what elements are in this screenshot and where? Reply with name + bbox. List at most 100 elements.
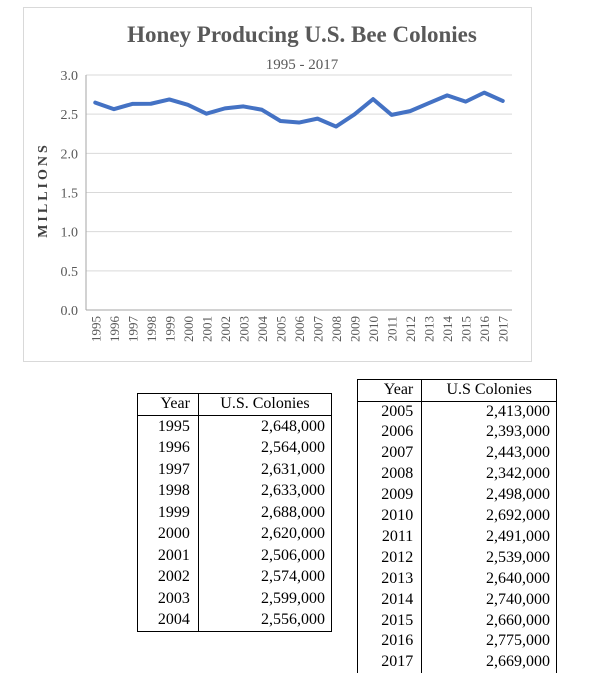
year-cell: 2014 bbox=[357, 589, 423, 611]
x-tick-label: 1995 bbox=[88, 316, 103, 342]
table-row: 1997 2,631,000 bbox=[137, 458, 332, 480]
x-tick-label: 1997 bbox=[125, 316, 140, 343]
table-row: 2007 2,443,000 bbox=[357, 443, 557, 465]
colonies-cell: 2,539,000 bbox=[486, 548, 550, 566]
x-tick-label: 1998 bbox=[144, 316, 159, 342]
x-tick-label: 1996 bbox=[107, 316, 122, 343]
year-cell: 2003 bbox=[137, 587, 199, 609]
y-tick-label: 2.0 bbox=[61, 147, 79, 162]
table-row: 2010 2,692,000 bbox=[357, 506, 557, 527]
table-row: 1996 2,564,000 bbox=[137, 437, 332, 459]
year-cell: 1997 bbox=[137, 458, 199, 480]
colonies-cell: 2,599,000 bbox=[261, 589, 325, 607]
table-row: 2004 2,556,000 bbox=[137, 609, 332, 631]
x-tick-label: 2002 bbox=[218, 316, 233, 342]
header-colonies: U.S. Colonies bbox=[198, 393, 332, 416]
colonies-cell: 2,413,000 bbox=[486, 402, 550, 420]
table-row: 1998 2,633,000 bbox=[137, 480, 332, 502]
colonies-table-1995-2004: Year U.S. Colonies 1995 2,648,000 1996 2,56… bbox=[137, 393, 332, 632]
y-tick-label: 0.0 bbox=[61, 304, 79, 319]
x-tick-label: 2000 bbox=[181, 316, 196, 342]
table-row: 2013 2,640,000 bbox=[357, 568, 557, 590]
table-row: 2003 2,599,000 bbox=[137, 587, 332, 609]
year-cell: 2017 bbox=[357, 652, 423, 674]
colonies-cell: 2,564,000 bbox=[261, 439, 325, 456]
table-row: 1999 2,688,000 bbox=[137, 501, 332, 523]
year-cell: 2006 bbox=[357, 422, 423, 444]
colonies-cell: 2,775,000 bbox=[486, 632, 550, 650]
year-cell: 1999 bbox=[137, 501, 199, 523]
colonies-cell: 2,640,000 bbox=[486, 569, 550, 587]
year-cell: 2009 bbox=[357, 485, 423, 507]
x-tick-label: 2004 bbox=[255, 316, 270, 343]
year-cell: 2007 bbox=[357, 443, 423, 465]
x-tick-label: 2015 bbox=[459, 316, 474, 342]
x-tick-label: 1999 bbox=[162, 316, 177, 342]
year-cell: 2013 bbox=[357, 568, 423, 590]
table-row: 2009 2,498,000 bbox=[357, 485, 557, 507]
y-axis-label: MILLIONS bbox=[36, 142, 51, 238]
year-cell: 1998 bbox=[137, 480, 199, 502]
colonies-cell: 2,660,000 bbox=[486, 611, 550, 629]
x-tick-label: 2003 bbox=[236, 316, 251, 342]
table-row: 2002 2,574,000 bbox=[137, 566, 332, 588]
colonies-cell: 2,393,000 bbox=[486, 423, 550, 441]
year-cell: 2015 bbox=[357, 610, 423, 632]
year-cell: 1996 bbox=[137, 437, 199, 459]
colonies-cell: 2,574,000 bbox=[261, 568, 325, 585]
y-tick-label: 0.5 bbox=[61, 265, 79, 280]
year-cell: 1995 bbox=[137, 415, 199, 437]
table-row: 2017 2,669,000 bbox=[357, 652, 557, 674]
x-tick-label: 2008 bbox=[329, 316, 344, 342]
colonies-cell: 2,692,000 bbox=[486, 507, 550, 525]
colonies-cell: 2,620,000 bbox=[261, 525, 325, 542]
x-tick-label: 2012 bbox=[403, 316, 418, 342]
year-cell: 2008 bbox=[357, 464, 423, 486]
colonies-cell: 2,740,000 bbox=[486, 590, 550, 608]
x-tick-label: 2011 bbox=[385, 316, 400, 342]
y-tick-label: 1.5 bbox=[61, 187, 79, 202]
year-cell: 2011 bbox=[357, 526, 423, 548]
table-row: 2015 2,660,000 bbox=[357, 610, 557, 632]
year-cell: 2000 bbox=[137, 523, 199, 545]
colonies-cell: 2,648,000 bbox=[261, 417, 325, 435]
year-cell: 2016 bbox=[357, 631, 423, 653]
x-tick-label: 2007 bbox=[311, 316, 326, 343]
colonies-cell: 2,556,000 bbox=[261, 611, 325, 628]
colonies-cell: 2,342,000 bbox=[486, 465, 550, 483]
x-tick-label: 2001 bbox=[199, 316, 214, 342]
colonies-cell: 2,633,000 bbox=[261, 482, 325, 499]
colonies-cell: 2,498,000 bbox=[486, 486, 550, 504]
year-cell: 2005 bbox=[357, 401, 423, 423]
table-row: 2006 2,393,000 bbox=[357, 422, 557, 444]
table-row: 2016 2,775,000 bbox=[357, 631, 557, 653]
line-chart: Honey Producing U.S. Bee Colonies 1995 -… bbox=[36, 22, 512, 343]
year-cell: 2001 bbox=[137, 544, 199, 566]
x-tick-label: 2010 bbox=[366, 316, 381, 342]
year-cell: 2002 bbox=[137, 566, 199, 588]
table-row: 1995 2,648,000 bbox=[137, 415, 332, 437]
colonies-cell: 2,688,000 bbox=[261, 503, 325, 521]
x-tick-label: 2016 bbox=[477, 316, 492, 343]
header-year: Year bbox=[357, 379, 423, 402]
x-tick-label: 2006 bbox=[292, 316, 307, 343]
table-row: 2005 2,413,000 bbox=[357, 401, 557, 423]
x-tick-label: 2005 bbox=[273, 316, 288, 342]
series-line bbox=[93, 90, 505, 129]
table-row: 2011 2,491,000 bbox=[357, 526, 557, 548]
colonies-cell: 2,443,000 bbox=[486, 444, 550, 462]
y-tick-label: 1.0 bbox=[61, 226, 79, 241]
colonies-table-2005-2017: Year U.S Colonies 2005 2,413,000 2006 2,393… bbox=[357, 379, 557, 674]
chart-frame bbox=[23, 7, 532, 362]
colonies-cell: 2,669,000 bbox=[486, 653, 550, 671]
header-year: Year bbox=[137, 393, 199, 416]
chart-title: Honey Producing U.S. Bee Colonies bbox=[127, 22, 477, 47]
colonies-cell: 2,506,000 bbox=[261, 546, 325, 564]
table-row: 2000 2,620,000 bbox=[137, 523, 332, 545]
colonies-cell: 2,491,000 bbox=[486, 527, 550, 545]
table-row: 2014 2,740,000 bbox=[357, 589, 557, 611]
year-cell: 2012 bbox=[357, 547, 423, 569]
table-row: 2012 2,539,000 bbox=[357, 547, 557, 569]
table-row: 2001 2,506,000 bbox=[137, 544, 332, 566]
year-cell: 2010 bbox=[357, 506, 423, 527]
